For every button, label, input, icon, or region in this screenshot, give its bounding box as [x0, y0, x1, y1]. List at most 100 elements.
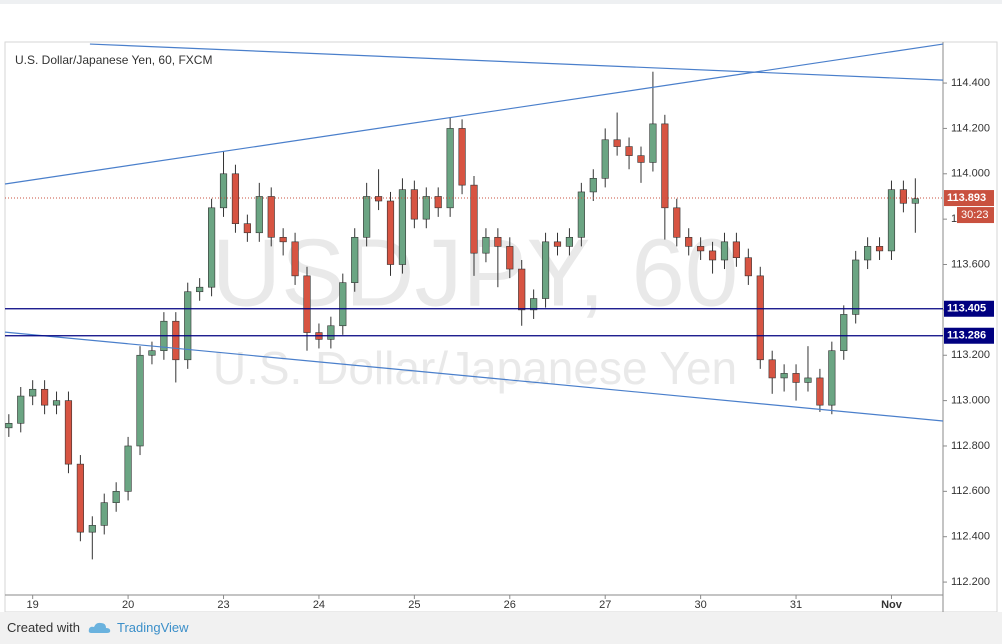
y-tick-label: 113.200 — [951, 349, 990, 361]
candle-body — [768, 359, 776, 379]
candle-body — [64, 400, 73, 465]
candle-body — [410, 189, 418, 220]
y-tick-label: 114.400 — [951, 77, 990, 89]
candle-body — [577, 191, 585, 238]
candle-body — [52, 400, 61, 406]
candle-body — [76, 463, 84, 533]
candle-body — [196, 286, 204, 293]
level-label: 113.405 — [947, 303, 986, 315]
last-price-box — [944, 190, 994, 207]
candle-body — [530, 298, 538, 311]
candle-body — [649, 123, 657, 163]
x-tick-label: 19 — [27, 599, 39, 611]
trend-line — [4, 43, 944, 185]
x-tick-label: 30 — [695, 599, 707, 611]
x-tick-label: Nov — [881, 599, 903, 611]
y-tick-label: 112.200 — [951, 576, 990, 588]
candle-body — [494, 236, 502, 247]
candle-body — [184, 291, 192, 361]
candle-body — [470, 184, 478, 254]
candle-body — [255, 196, 263, 234]
candle-body — [100, 502, 108, 526]
candle-body — [864, 246, 872, 261]
candle-body — [208, 207, 216, 288]
y-tick-label: 112.400 — [951, 531, 990, 543]
candle-body — [804, 377, 812, 383]
trend-line — [4, 331, 944, 422]
x-tick-label: 27 — [599, 599, 611, 611]
candle-body — [172, 320, 180, 361]
candle-body — [518, 268, 526, 311]
candle-body — [887, 189, 896, 252]
candle-body — [589, 178, 597, 193]
y-tick-label: 112.600 — [951, 485, 990, 497]
created-with: Created with — [7, 620, 80, 635]
y-tick-label: 114.000 — [951, 168, 990, 180]
candle-body — [744, 257, 752, 277]
chart: USDJPY, 60 U.S. Dollar/Japanese Yen U.S.… — [0, 0, 1002, 613]
candle-body — [613, 139, 621, 147]
candle-body — [565, 236, 574, 247]
chart-title: U.S. Dollar/Japanese Yen, 60, FXCM — [15, 53, 212, 67]
candle-body — [553, 241, 562, 247]
candle-body — [697, 246, 705, 252]
candle-body — [601, 139, 609, 179]
candle-body — [303, 275, 311, 333]
level-label-box — [944, 327, 994, 344]
watermark-subtitle: U.S. Dollar/Japanese Yen — [213, 342, 737, 394]
candle-body — [792, 373, 800, 383]
candle-body — [673, 207, 681, 238]
candle-body — [219, 173, 228, 209]
level-label: 113.286 — [947, 330, 986, 342]
candle-body — [506, 246, 514, 270]
candle-body — [351, 236, 359, 283]
x-tick-label: 26 — [504, 599, 516, 611]
candle-body — [482, 236, 490, 254]
candle-body — [756, 275, 764, 361]
candle-body — [231, 173, 240, 224]
candle-body — [661, 123, 669, 209]
candle-body — [363, 196, 371, 238]
candle-body — [541, 241, 550, 299]
candle-body — [732, 241, 740, 259]
x-tick-label: 25 — [408, 599, 420, 611]
x-tick-label: 20 — [122, 599, 134, 611]
candle-body — [386, 200, 395, 265]
candle-body — [446, 128, 454, 209]
candle-body — [291, 241, 299, 277]
candle-body — [148, 350, 156, 356]
candle-body — [637, 155, 645, 163]
candle-body — [88, 525, 96, 533]
candle-body — [816, 377, 824, 406]
candle-body — [112, 491, 120, 503]
x-tick-label: 23 — [217, 599, 229, 611]
candle-body — [720, 241, 729, 261]
candle-body — [780, 373, 788, 379]
candle-body — [41, 388, 49, 406]
y-tick-label: 114.200 — [951, 122, 990, 134]
candle-body — [5, 422, 13, 429]
candle-body — [124, 445, 132, 492]
candle-body — [852, 259, 860, 315]
last-price-label: 113.893 — [947, 192, 986, 204]
countdown-box — [957, 207, 994, 224]
candle-body — [911, 198, 919, 204]
candle-body — [708, 250, 717, 261]
candle-body — [625, 146, 633, 156]
candle-body — [279, 236, 287, 243]
x-tick-label: 24 — [313, 599, 325, 611]
trend-line — [89, 43, 944, 81]
chart-panel — [4, 41, 998, 613]
candle-body — [17, 395, 25, 424]
logo[interactable] — [88, 620, 112, 636]
candle-body — [243, 223, 251, 234]
candle-body — [339, 282, 347, 327]
brand-link[interactable]: TradingView — [117, 620, 189, 635]
candle-body — [828, 350, 836, 406]
candle-body — [899, 189, 907, 204]
countdown: 30:23 — [961, 209, 989, 221]
y-tick-label: 112.800 — [951, 440, 990, 452]
candle-body — [840, 314, 848, 352]
candle-body — [136, 354, 144, 447]
